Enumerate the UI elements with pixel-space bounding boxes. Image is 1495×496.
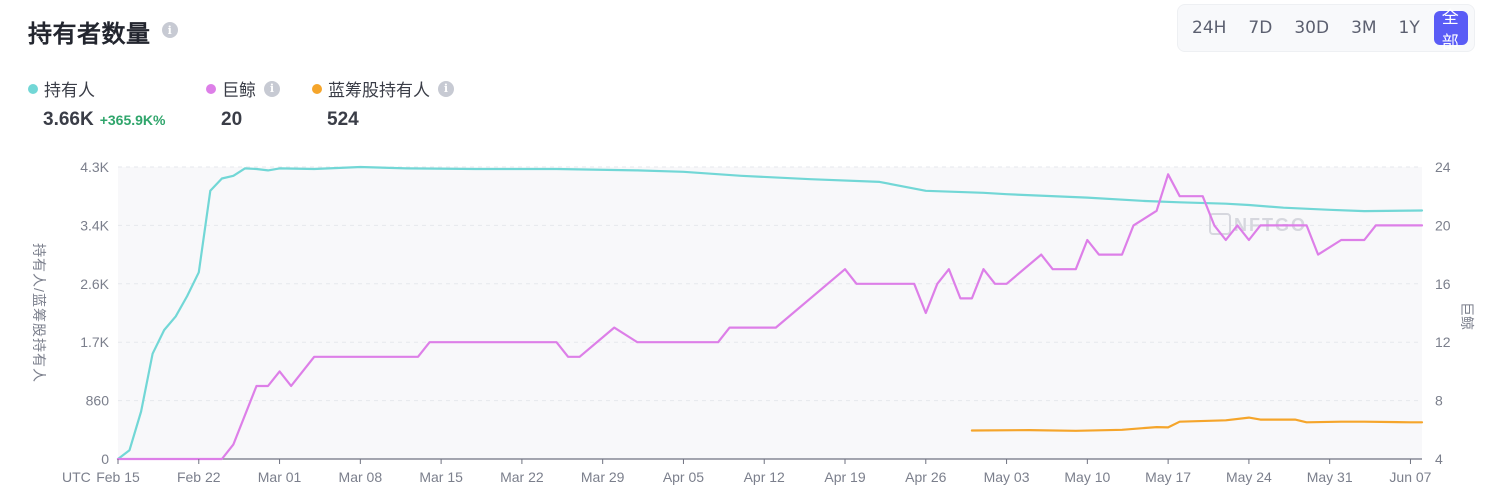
x-axis-tick-label: Mar 29 [581,469,625,485]
range-button-7d[interactable]: 7D [1248,18,1273,38]
whales-series-line [116,173,1424,461]
range-button-3m[interactable]: 3M [1351,18,1377,38]
legend-bluechip-label: 蓝筹股持有人 [328,81,430,101]
holders-change: +365.9K% [99,112,166,128]
right-axis-tick-label: 24 [1435,159,1451,175]
whales-info-icon[interactable]: i [264,80,280,97]
left-axis-title: 持有人/蓝筹股持有人 [31,243,47,383]
x-axis-tick-label: May 17 [1145,469,1191,485]
time-range-selector: 24H 7D 30D 3M 1Y 全部 [1177,4,1475,53]
range-button-30d[interactable]: 30D [1294,18,1330,38]
x-axis-tick-label: Apr 05 [663,469,704,485]
holders-series-line [116,165,1424,461]
range-button-1y[interactable]: 1Y [1398,18,1420,38]
x-axis-tick-label: May 24 [1226,469,1272,485]
left-axis-tick-label: 860 [86,393,110,409]
right-axis-title: 巨鲸 [1459,302,1475,330]
left-axis-tick-label: 4.3K [80,159,109,175]
page-title: 持有者数量 i [28,14,178,49]
legend-bluechip[interactable]: 蓝筹股持有人 i 524 [312,76,454,131]
right-axis-tick-label: 12 [1435,334,1451,350]
x-axis-tick-label: Feb 15 [96,469,140,485]
whales-dot [206,83,216,94]
bluechip-info-icon[interactable]: i [438,80,454,97]
left-axis-tick-label: 1.7K [80,334,109,350]
x-axis-tick-label: Feb 22 [177,469,221,485]
legend-whales[interactable]: 巨鲸 i 20 [206,76,280,131]
legend-holders-label: 持有人 [44,81,95,101]
x-axis-tick-label: Mar 01 [258,469,302,485]
legend-holders[interactable]: 持有人 3.66K +365.9K% [28,76,165,131]
info-icon[interactable]: i [162,22,178,38]
bluechip-value: 524 [327,109,359,130]
x-axis-tick-label: Apr 12 [744,469,785,485]
right-axis-tick-label: 4 [1435,451,1443,467]
page-title-text: 持有者数量 [28,20,151,48]
range-button-all[interactable]: 全部 [1433,8,1468,53]
bluechip-series-line [970,416,1424,432]
x-axis-tick-label: Mar 15 [419,469,463,485]
left-axis-tick-label: 3.4K [80,217,109,233]
right-axis-tick-label: 8 [1435,393,1443,409]
left-axis-tick-label: 0 [101,451,109,467]
timezone-label: UTC [62,469,91,485]
plot-area [118,167,1422,459]
x-axis-tick-label: Apr 19 [824,469,865,485]
left-axis-tick-label: 2.6K [80,276,109,292]
x-axis-tick-label: Jun 07 [1389,469,1431,485]
right-axis-tick-label: 16 [1435,276,1451,292]
x-axis-tick-label: May 10 [1064,469,1110,485]
x-axis-tick-label: Apr 26 [905,469,946,485]
right-axis-tick-label: 20 [1435,217,1451,233]
holders-value: 3.66K [43,109,94,130]
holders-dot [28,83,38,94]
range-button-24h[interactable]: 24H [1192,18,1227,38]
x-axis-tick-label: Mar 08 [339,469,383,485]
whales-value: 20 [221,109,243,130]
legend-whales-label: 巨鲸 [222,81,256,101]
x-axis-tick-label: May 31 [1307,469,1353,485]
x-axis-tick-label: Mar 22 [500,469,544,485]
x-axis-tick-label: May 03 [984,469,1030,485]
bluechip-dot [312,83,322,94]
